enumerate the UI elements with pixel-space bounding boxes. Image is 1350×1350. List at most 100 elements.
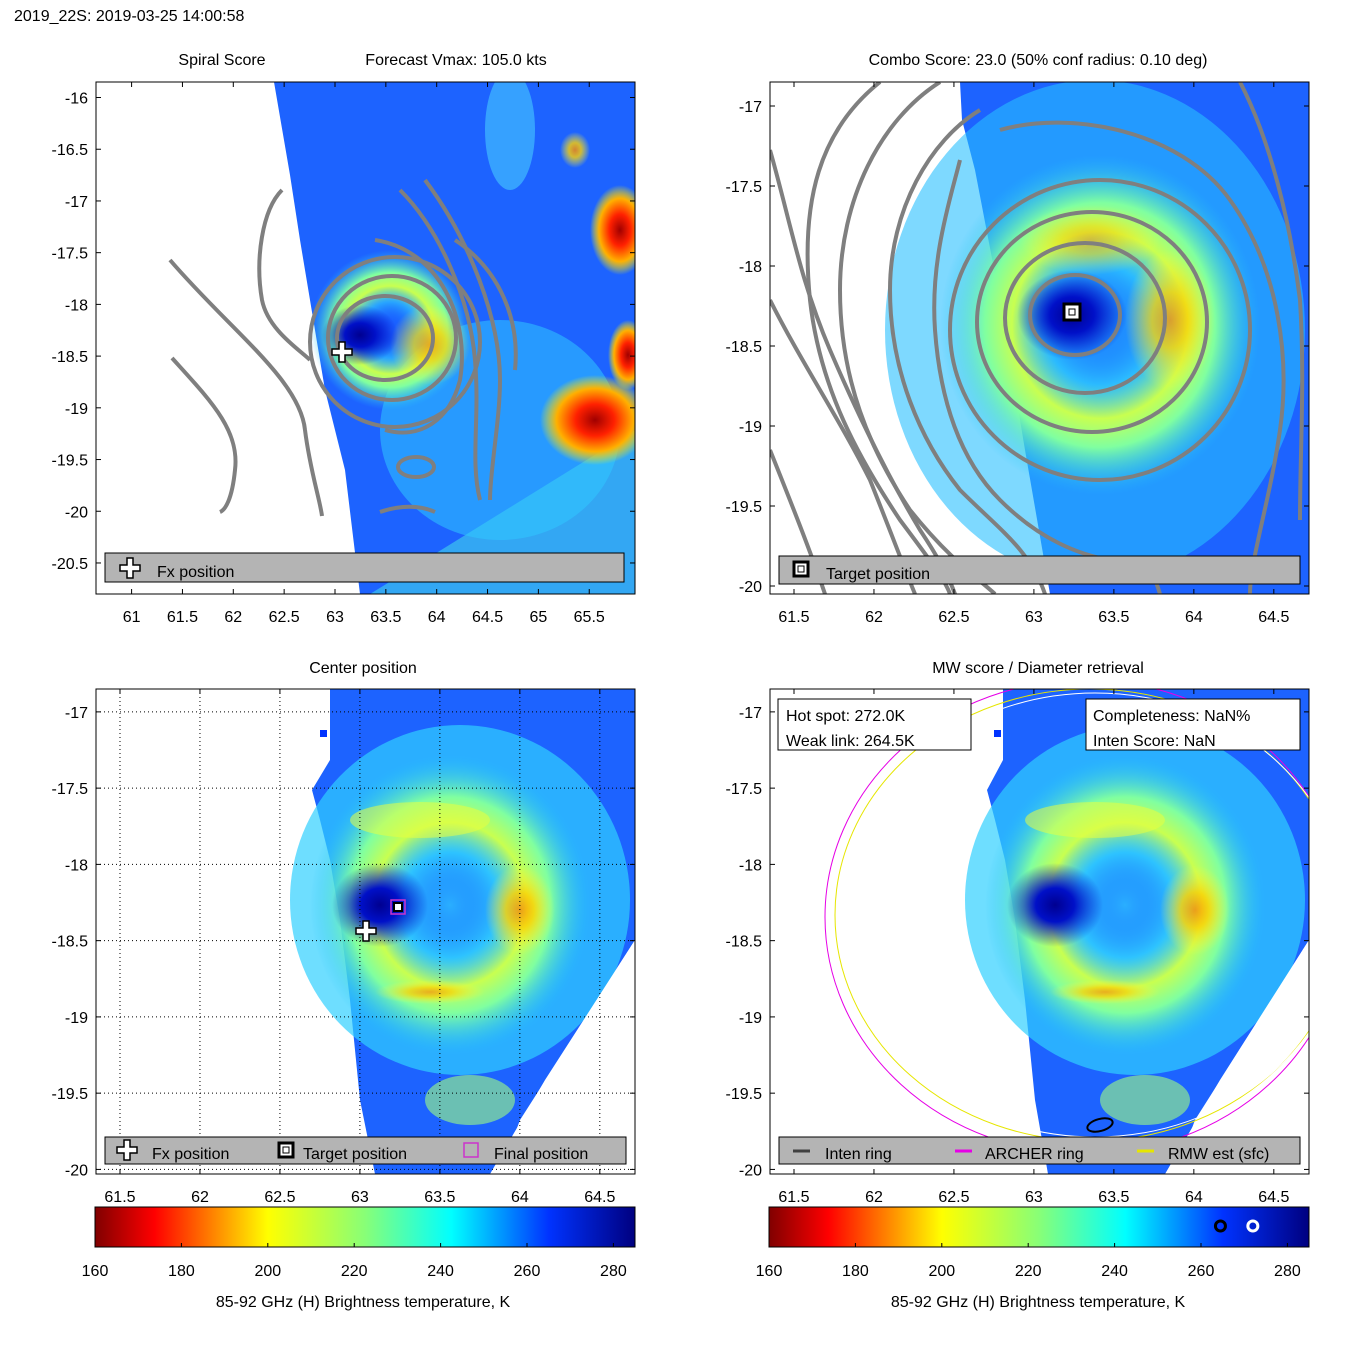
x-tick-label: 64 [511, 1189, 529, 1206]
x-tick-label: 63 [1025, 609, 1043, 626]
y-tick-label: -19.5 [52, 1086, 89, 1103]
combo-legend-target: Target position [826, 566, 930, 583]
y-tick-label: -20 [739, 579, 762, 596]
x-tick-label: 62 [865, 609, 883, 626]
y-tick-label: -16 [65, 91, 88, 108]
y-tick-label: -17.5 [726, 781, 763, 798]
colorbar-tick-label: 260 [514, 1263, 541, 1280]
y-tick-label: -18 [65, 297, 88, 314]
colorbar-tick-label: 160 [756, 1263, 783, 1280]
center-axes [95, 688, 636, 1175]
x-tick-label: 64.5 [1258, 1189, 1289, 1206]
y-tick-label: -19 [65, 1010, 88, 1027]
weak-link-text: Weak link: 264.5K [786, 733, 915, 750]
x-tick-label: 65.5 [574, 609, 605, 626]
colorbar-tick-label: 180 [168, 1263, 195, 1280]
y-tick-label: -18.5 [726, 339, 763, 356]
x-tick-label: 62 [191, 1189, 209, 1206]
x-tick-label: 62.5 [264, 1189, 295, 1206]
spiral-axes [95, 81, 636, 595]
x-tick-label: 63.5 [1098, 1189, 1129, 1206]
mw-legend-inten: Inten ring [825, 1146, 892, 1163]
x-tick-label: 62.5 [269, 609, 300, 626]
colorbar-tick-label: 200 [928, 1263, 955, 1280]
y-tick-label: -16.5 [52, 142, 89, 159]
colorbar-left-strip [94, 1206, 636, 1248]
mw-title: MW score / Diameter retrieval [932, 660, 1144, 677]
fx-plus-icon [116, 1139, 138, 1161]
colorbar-left-label: 85-92 GHz (H) Brightness temperature, K [216, 1294, 511, 1311]
x-tick-label: 61.5 [104, 1189, 135, 1206]
x-tick-label: 61.5 [778, 1189, 809, 1206]
colorbar-tick-label: 280 [600, 1263, 627, 1280]
y-tick-label: -17.5 [52, 781, 89, 798]
y-tick-label: -19 [739, 1010, 762, 1027]
x-tick-label: 62.5 [938, 609, 969, 626]
x-tick-label: 64 [428, 609, 446, 626]
y-tick-label: -19.5 [52, 453, 89, 470]
y-tick-label: -18 [739, 259, 762, 276]
center-legend-target: Target position [303, 1146, 407, 1163]
spiral-panel: Spiral Score Forecast Vmax: 105.0 kts [52, 52, 636, 626]
y-tick-label: -20 [65, 504, 88, 521]
center-title: Center position [309, 660, 417, 677]
y-tick-label: -18 [739, 857, 762, 874]
completeness-text: Completeness: NaN% [1093, 708, 1250, 725]
y-tick-label: -17 [739, 705, 762, 722]
x-tick-label: 63.5 [1098, 609, 1129, 626]
mw-legend-rmw: RMW est (sfc) [1168, 1146, 1269, 1163]
center-heatmap [290, 689, 635, 1174]
y-tick-label: -18 [65, 857, 88, 874]
target-square-icon [792, 560, 810, 578]
y-tick-label: -17 [65, 705, 88, 722]
colorbar-tick-label: 160 [82, 1263, 109, 1280]
colorbar-tick-label: 240 [1101, 1263, 1128, 1280]
colorbar-right-strip [768, 1206, 1310, 1248]
inten-score-text: Inten Score: NaN [1093, 733, 1216, 750]
combo-title: Combo Score: 23.0 (50% conf radius: 0.10… [869, 52, 1208, 69]
y-tick-label: -17.5 [726, 179, 763, 196]
x-tick-label: 63.5 [370, 609, 401, 626]
combo-heatmap [770, 82, 1309, 594]
center-fx-marker [355, 920, 377, 942]
colorbar-right: 160 180 200 220 240 260 280 85-92 GHz (H) Brig… [756, 1206, 1310, 1311]
x-tick-label: 62 [224, 609, 242, 626]
y-tick-label: -17 [65, 194, 88, 211]
fx-plus-icon [119, 557, 141, 579]
mw-heatmap [824, 689, 1309, 1174]
x-tick-label: 63 [1025, 1189, 1043, 1206]
hot-spot-text: Hot spot: 272.0K [786, 708, 906, 725]
y-tick-label: -19 [65, 401, 88, 418]
y-tick-label: -20.5 [52, 556, 89, 573]
colorbar-tick-label: 200 [254, 1263, 281, 1280]
final-square-icon [463, 1142, 479, 1158]
mw-legend-archer: ARCHER ring [985, 1146, 1084, 1163]
colorbar-tick-label: 220 [1015, 1263, 1042, 1280]
center-target-marker [390, 899, 406, 915]
x-tick-label: 64.5 [472, 609, 503, 626]
weak-link-marker [1213, 1219, 1227, 1233]
spiral-contours [168, 178, 518, 517]
x-tick-label: 63.5 [424, 1189, 455, 1206]
center-ticks: 61.5 62 62.5 63 63.5 64 64.5 -17 -17.5 -18 -18.5 -1… [52, 689, 635, 1206]
x-tick-label: 63 [351, 1189, 369, 1206]
colorbar-right-label: 85-92 GHz (H) Brightness temperature, K [891, 1294, 1186, 1311]
colorbar-left: 160 180 200 220 240 260 280 85-92 GHz (H) Brig… [82, 1206, 636, 1311]
x-tick-label: 64 [1185, 609, 1203, 626]
center-panel: Center position 61.5 62 62.5 63 63.5 64 64.5 -1… [52, 660, 636, 1206]
x-tick-label: 61 [123, 609, 141, 626]
center-legend-final: Final position [494, 1146, 588, 1163]
y-tick-label: -20 [65, 1162, 88, 1179]
mw-info-right-box [1085, 698, 1301, 751]
y-tick-label: -20 [739, 1162, 762, 1179]
x-tick-label: 62 [865, 1189, 883, 1206]
colorbar-tick-label: 240 [427, 1263, 454, 1280]
x-tick-label: 64.5 [584, 1189, 615, 1206]
mw-legend [778, 1136, 1301, 1165]
spiral-fx-marker [331, 341, 353, 363]
combo-legend [778, 555, 1301, 585]
y-tick-label: -19 [739, 419, 762, 436]
x-tick-label: 61.5 [778, 609, 809, 626]
spiral-title-left: Spiral Score [178, 52, 265, 69]
